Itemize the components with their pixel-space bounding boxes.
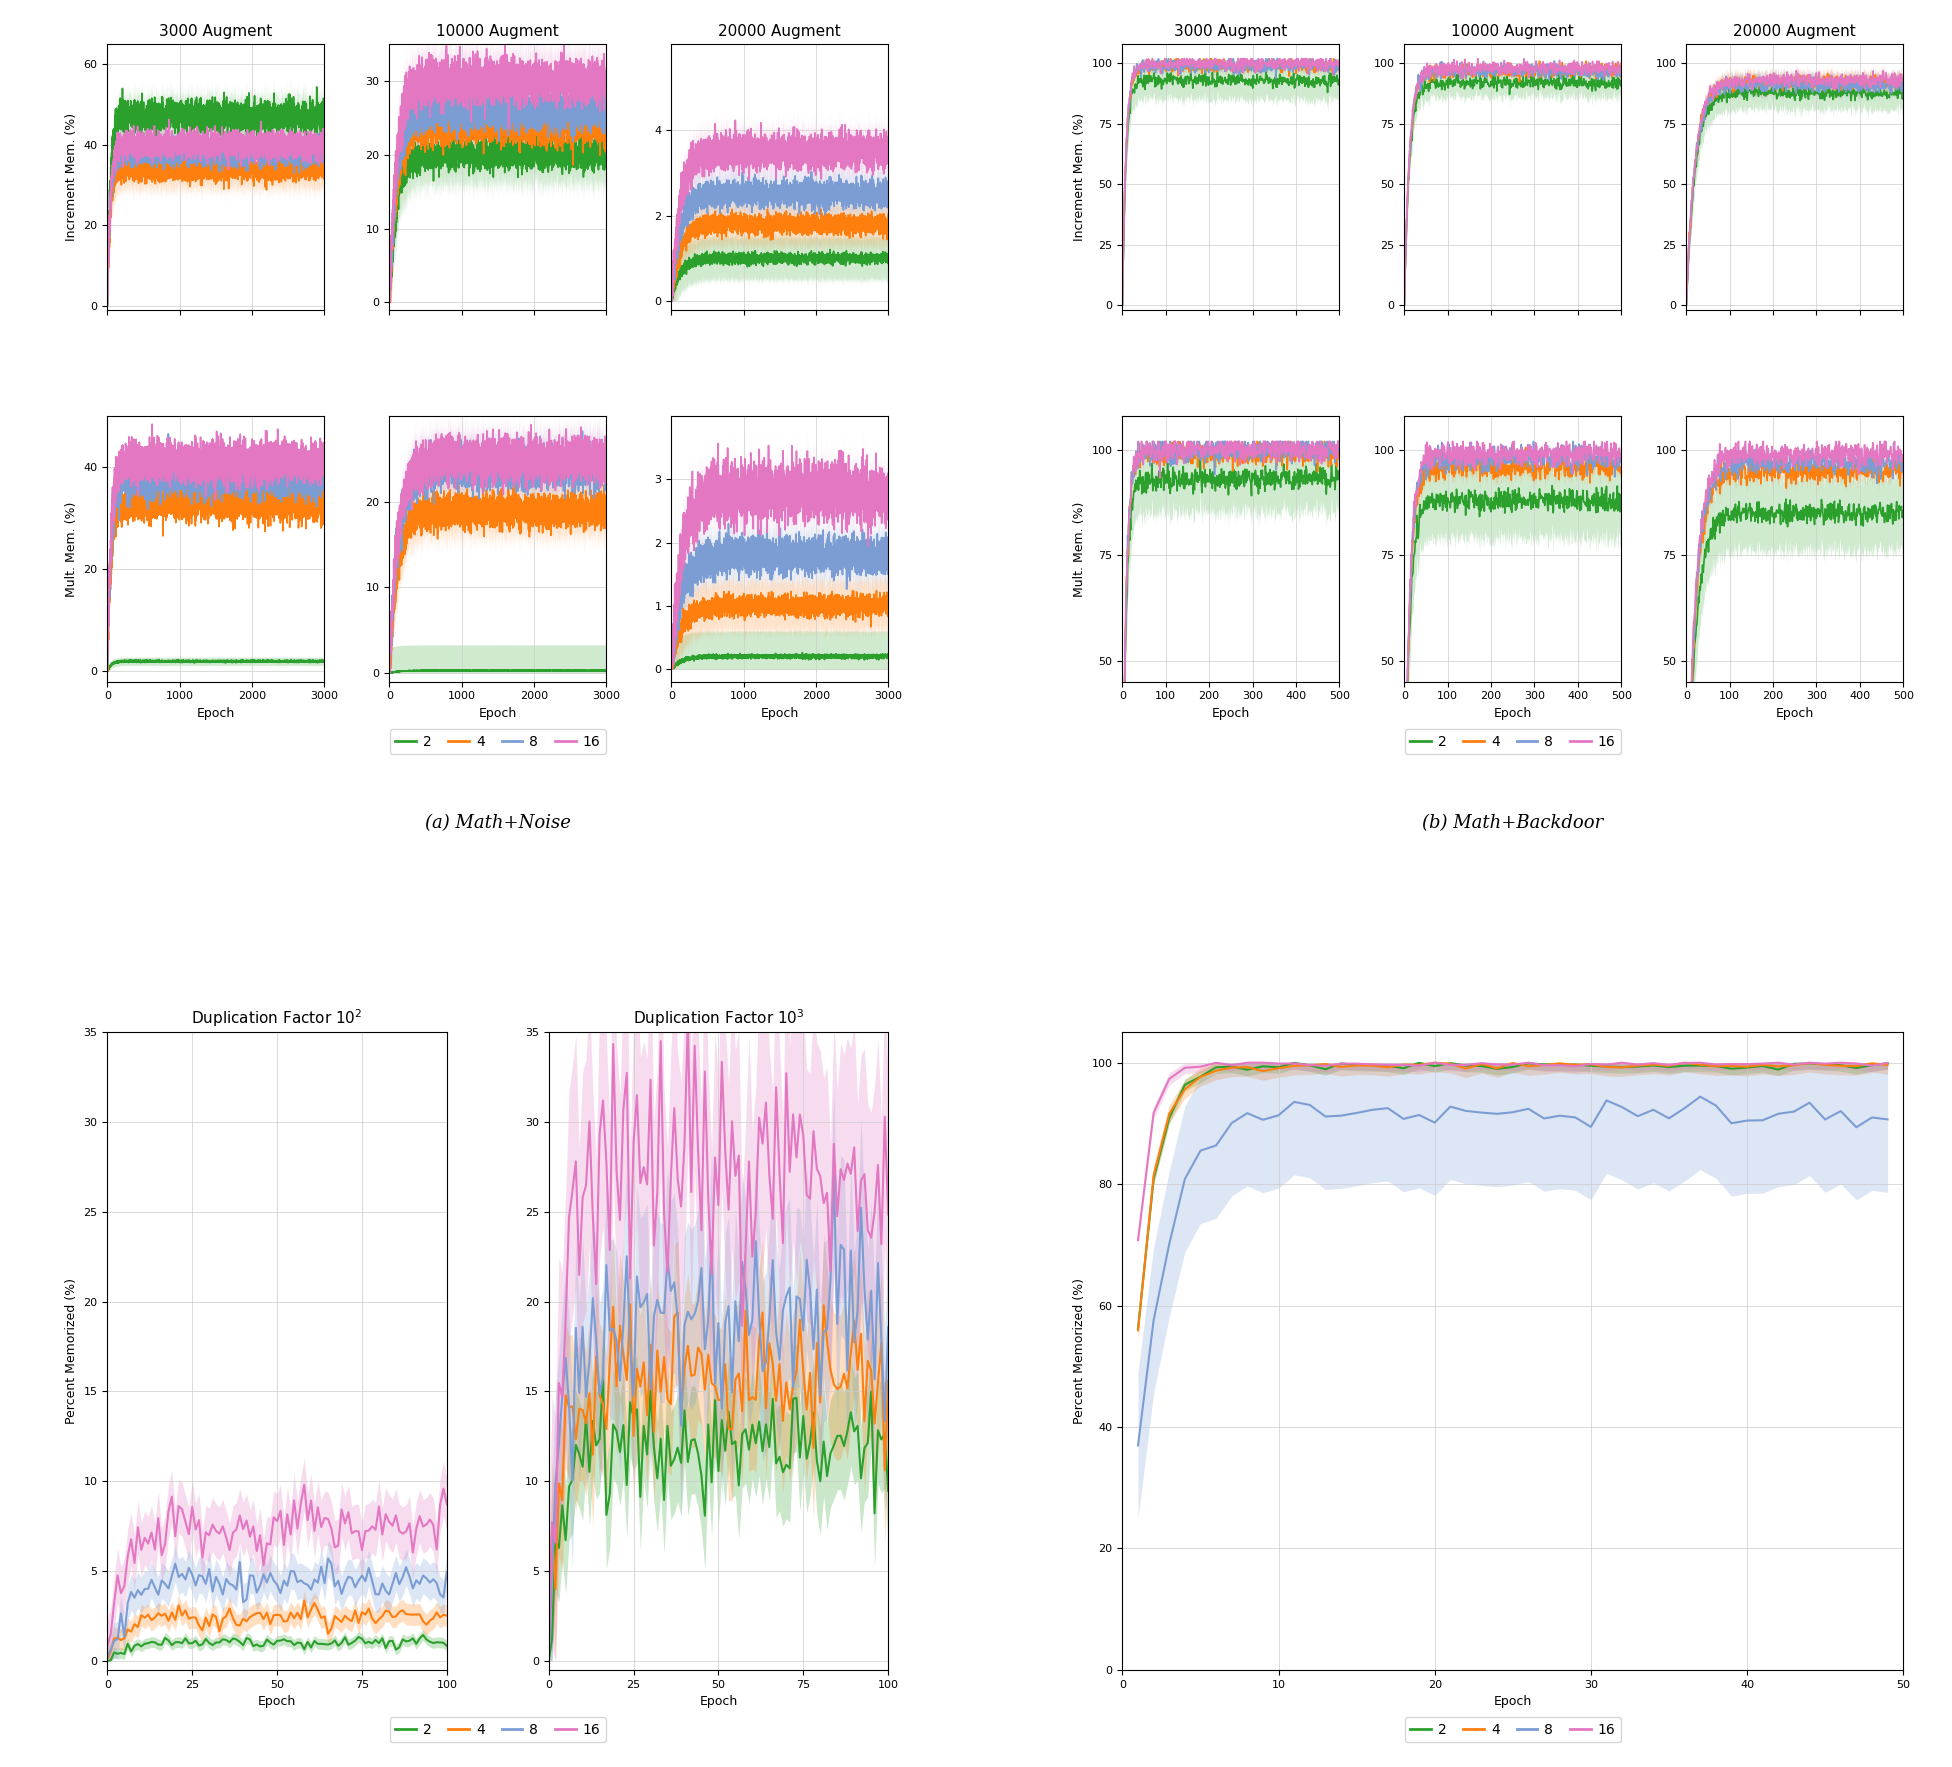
Y-axis label: Percent Memorized (%): Percent Memorized (%)	[64, 1278, 78, 1424]
Title: 3000 Augment: 3000 Augment	[160, 23, 273, 39]
Y-axis label: Percent Memorized (%): Percent Memorized (%)	[1074, 1278, 1085, 1424]
X-axis label: Epoch: Epoch	[1212, 707, 1249, 719]
Title: 10000 Augment: 10000 Augment	[1452, 23, 1573, 39]
Legend: 2, 4, 8, 16: 2, 4, 8, 16	[390, 1718, 605, 1742]
X-axis label: Epoch: Epoch	[478, 707, 517, 719]
Text: (a) Math+Noise: (a) Math+Noise	[426, 815, 570, 832]
Legend: 2, 4, 8, 16: 2, 4, 8, 16	[1405, 1718, 1620, 1742]
Y-axis label: Mult. Mem. (%): Mult. Mem. (%)	[1074, 502, 1085, 597]
X-axis label: Epoch: Epoch	[761, 707, 798, 719]
Y-axis label: Increment Mem. (%): Increment Mem. (%)	[64, 113, 78, 240]
Title: 20000 Augment: 20000 Augment	[1733, 23, 1856, 39]
X-axis label: Epoch: Epoch	[699, 1695, 738, 1709]
X-axis label: Epoch: Epoch	[197, 707, 234, 719]
X-axis label: Epoch: Epoch	[258, 1695, 297, 1709]
X-axis label: Epoch: Epoch	[1493, 1695, 1532, 1709]
Title: Duplication Factor $10^3$: Duplication Factor $10^3$	[632, 1007, 804, 1028]
X-axis label: Epoch: Epoch	[1776, 707, 1813, 719]
Title: 20000 Augment: 20000 Augment	[718, 23, 841, 39]
Y-axis label: Increment Mem. (%): Increment Mem. (%)	[1074, 113, 1085, 240]
Title: Duplication Factor $10^2$: Duplication Factor $10^2$	[191, 1007, 363, 1028]
Legend: 2, 4, 8, 16: 2, 4, 8, 16	[1405, 730, 1620, 755]
Title: 3000 Augment: 3000 Augment	[1175, 23, 1288, 39]
Y-axis label: Mult. Mem. (%): Mult. Mem. (%)	[64, 502, 78, 597]
Legend: 2, 4, 8, 16: 2, 4, 8, 16	[390, 730, 605, 755]
Title: 10000 Augment: 10000 Augment	[437, 23, 558, 39]
X-axis label: Epoch: Epoch	[1493, 707, 1532, 719]
Text: (b) Math+Backdoor: (b) Math+Backdoor	[1423, 815, 1603, 832]
